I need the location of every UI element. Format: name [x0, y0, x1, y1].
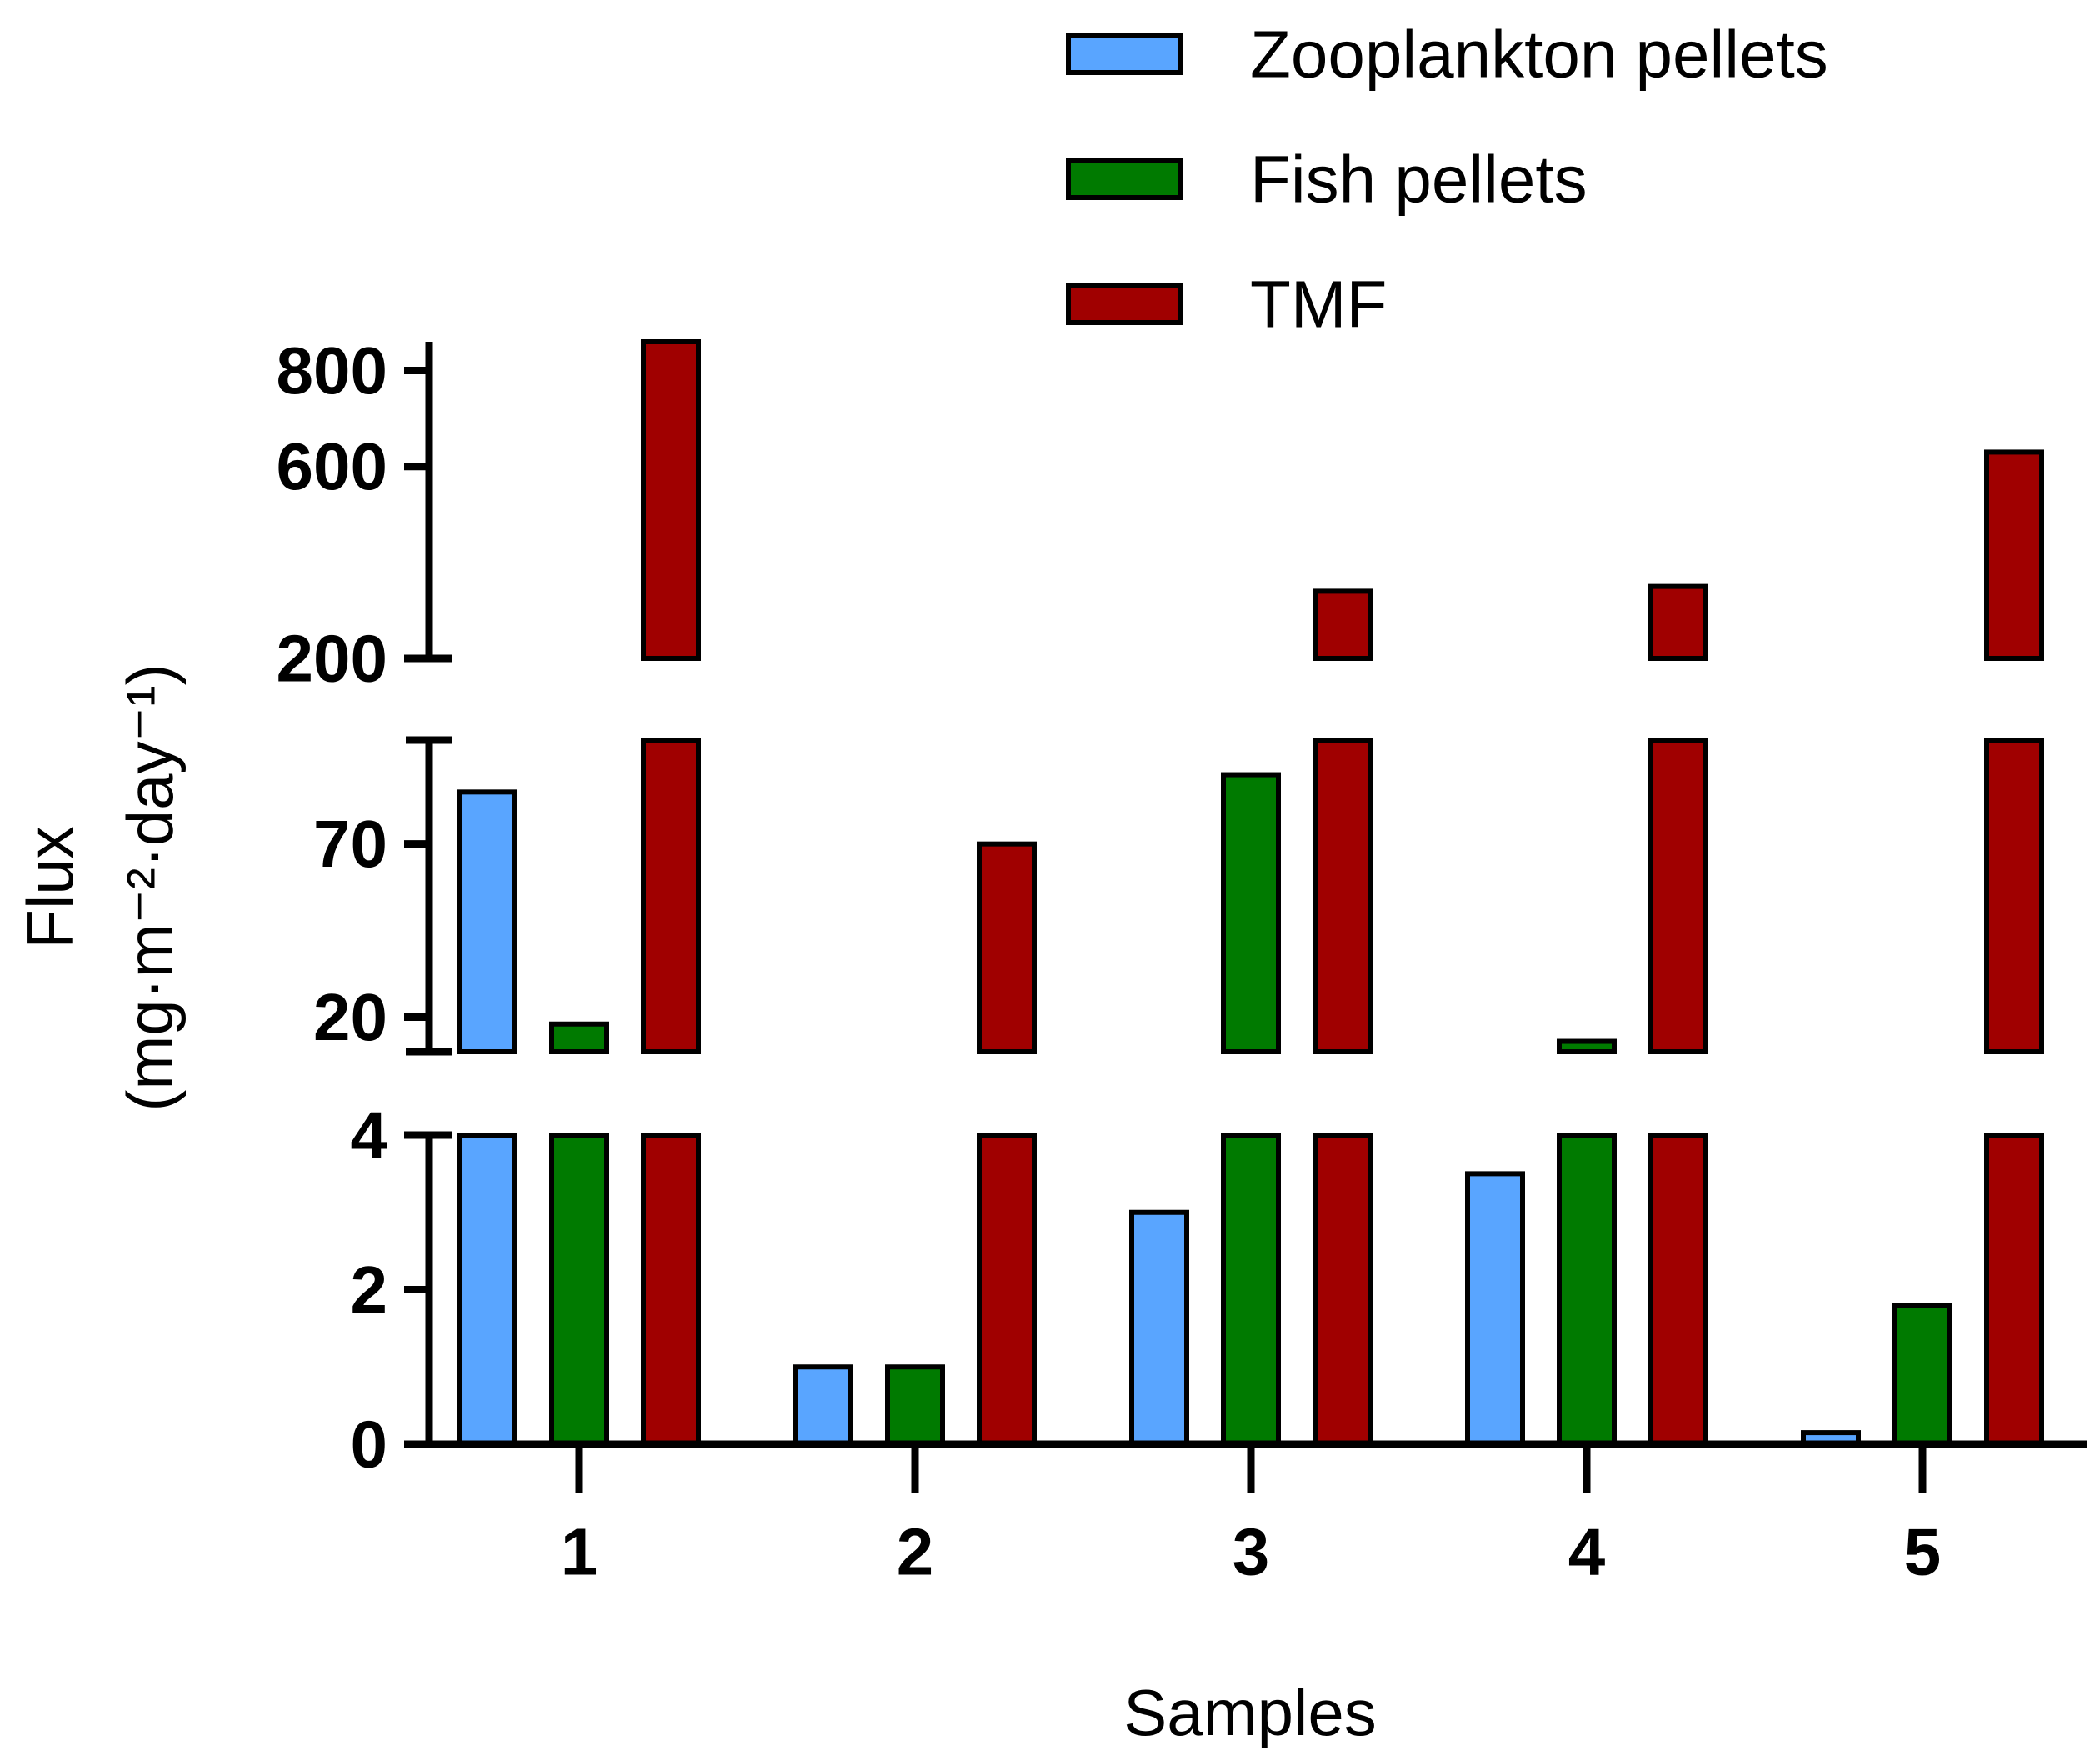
bar-tmf-sample-4-seg-0: [1648, 1133, 1708, 1447]
bar-tmf-sample-2-seg-0: [977, 1133, 1037, 1447]
bar-tmf-sample-1-seg-2: [641, 339, 701, 661]
bar-tmf-sample-5-seg-1: [1984, 738, 2044, 1054]
y-axis-title: Flux: [13, 826, 87, 948]
y-tick-label-70: 70: [313, 807, 388, 881]
bar-tmf-sample-5-seg-0: [1984, 1133, 2044, 1447]
bar-zooplankton-pellets-sample-2-seg-0: [793, 1364, 853, 1447]
bar-zooplankton-pellets-sample-1-seg-0: [458, 1133, 518, 1447]
bar-fish-pellets-sample-5-seg-0: [1892, 1303, 1952, 1448]
x-tick-label-3: 3: [1232, 1515, 1270, 1589]
legend-swatch-fish-pellets: [1066, 158, 1182, 200]
bar-tmf-sample-3-seg-0: [1312, 1133, 1372, 1447]
y-tick-label-0: 0: [351, 1408, 388, 1482]
legend-label-fish-pellets: Fish pellets: [1250, 143, 1588, 217]
bar-fish-pellets-sample-4-seg-0: [1557, 1133, 1617, 1447]
x-tick-label-1: 1: [561, 1515, 598, 1589]
bar-fish-pellets-sample-3-seg-0: [1221, 1133, 1281, 1447]
bar-zooplankton-pellets-sample-3-seg-0: [1129, 1209, 1189, 1447]
legend-swatch-tmf: [1066, 283, 1182, 325]
bar-fish-pellets-sample-4-seg-1: [1557, 1038, 1617, 1054]
bar-fish-pellets-sample-1-seg-0: [549, 1133, 609, 1447]
bar-tmf-sample-4-seg-1: [1648, 738, 1708, 1054]
bar-tmf-sample-1-seg-1: [641, 738, 701, 1054]
bar-fish-pellets-sample-3-seg-1: [1221, 772, 1281, 1054]
bar-tmf-sample-1-seg-0: [641, 1133, 701, 1447]
y-tick-label-800: 800: [277, 333, 388, 408]
bar-tmf-sample-3-seg-1: [1312, 738, 1372, 1054]
x-tick-label-5: 5: [1904, 1515, 1942, 1589]
y-tick-label-20: 20: [313, 980, 388, 1054]
y-axis-units: (mg·m⁻²·day⁻¹): [113, 663, 187, 1111]
x-tick-label-4: 4: [1568, 1515, 1606, 1589]
bar-zooplankton-pellets-sample-1-seg-1: [458, 789, 518, 1054]
y-tick-label-600: 600: [277, 429, 388, 503]
bar-tmf-sample-5-seg-2: [1984, 449, 2044, 662]
legend-label-zooplankton-pellets: Zooplankton pellets: [1250, 18, 1828, 92]
bar-tmf-sample-4-seg-2: [1648, 583, 1708, 661]
x-tick-label-2: 2: [897, 1515, 934, 1589]
legend-label-tmf: TMF: [1250, 268, 1387, 342]
y-tick-label-2: 2: [351, 1253, 388, 1327]
x-axis-title: Samples: [1123, 1676, 1376, 1749]
bar-tmf-sample-3-seg-2: [1312, 588, 1372, 661]
bar-fish-pellets-sample-1-seg-1: [549, 1021, 609, 1055]
y-tick-label-4: 4: [351, 1098, 388, 1173]
y-tick-label-200: 200: [277, 622, 388, 696]
bar-tmf-sample-2-seg-1: [977, 841, 1037, 1055]
legend-swatch-zooplankton-pellets: [1066, 33, 1182, 75]
bar-zooplankton-pellets-sample-4-seg-0: [1465, 1171, 1525, 1447]
bar-fish-pellets-sample-2-seg-0: [885, 1364, 945, 1447]
